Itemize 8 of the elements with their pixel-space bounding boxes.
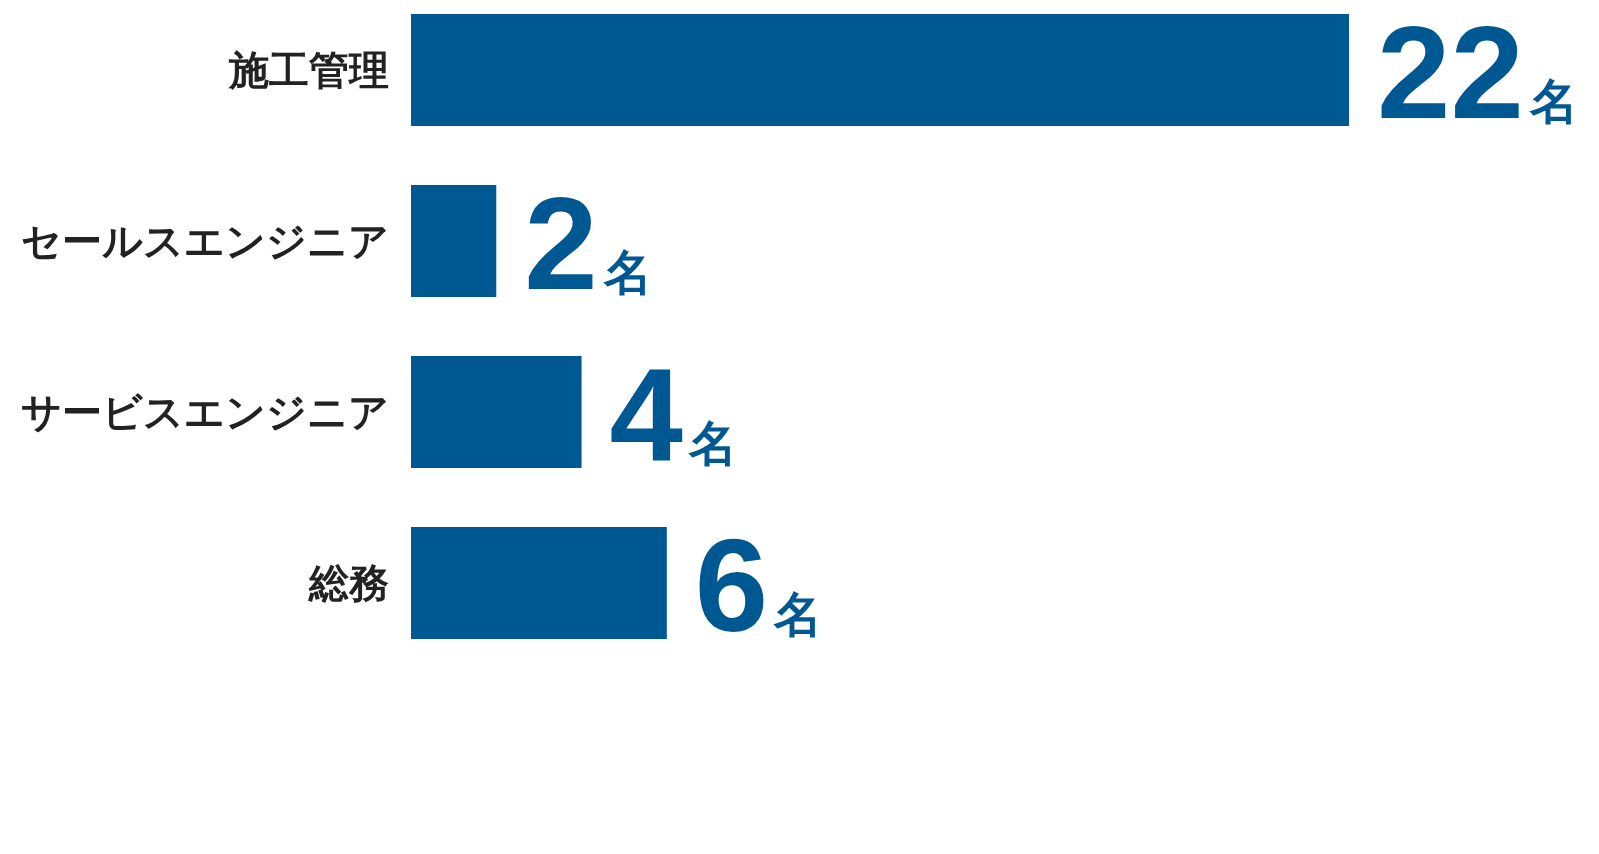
- y-tick-label: サービスエンジニア: [21, 389, 389, 435]
- y-tick-label: セールスエンジニア: [21, 218, 389, 264]
- data-label: 2名: [524, 170, 652, 317]
- data-label: 4名: [609, 341, 737, 488]
- data-label: 6名: [694, 512, 823, 659]
- y-tick-label: 総務: [308, 560, 389, 606]
- y-tick-label: 施工管理: [228, 47, 389, 93]
- data-label: 22名: [1377, 0, 1578, 146]
